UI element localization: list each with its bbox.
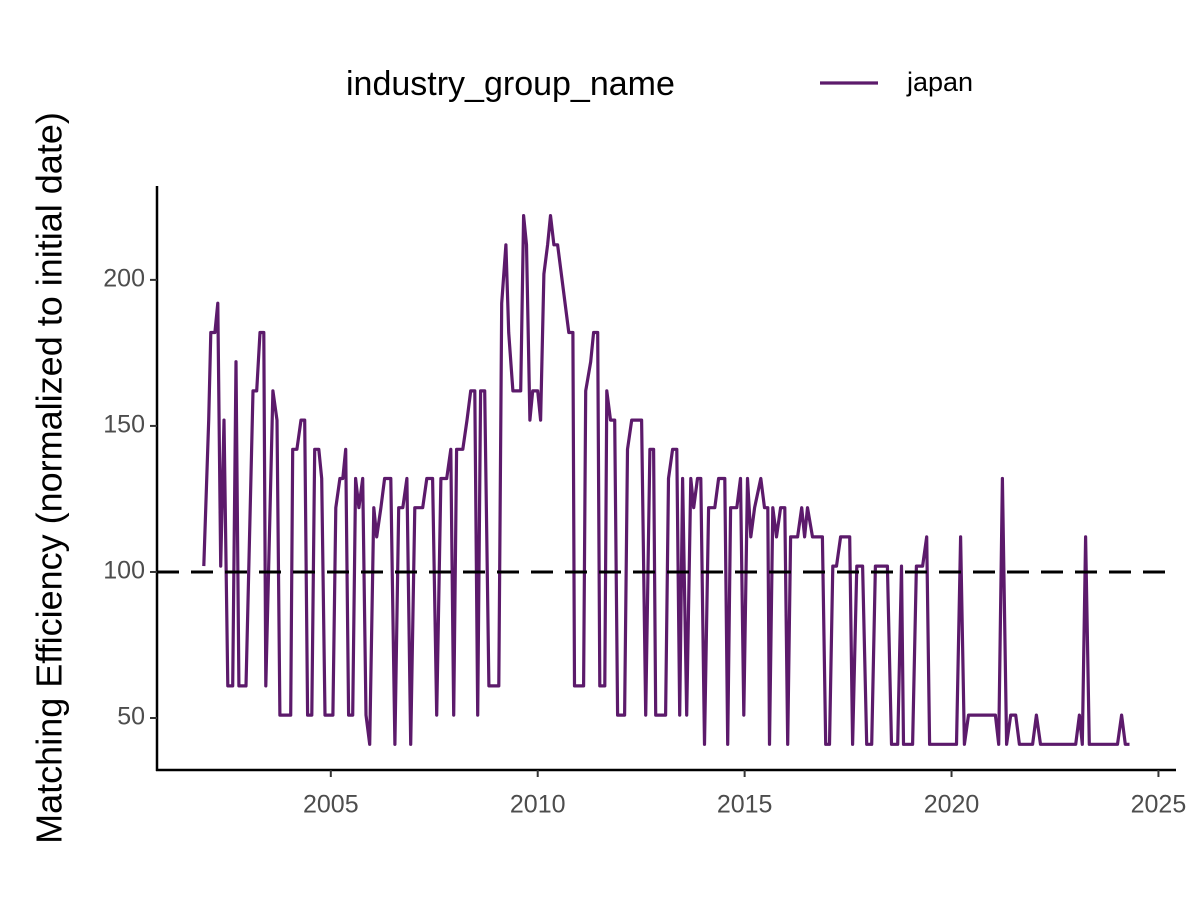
data-line [202,214,1130,746]
y-tick-label: 100 [103,557,145,585]
y-tick-label: 50 [117,703,145,731]
x-tick-label: 2025 [1131,791,1187,819]
y-tick-label: 150 [103,411,145,439]
y-tick-label: 200 [103,264,145,292]
x-tick-label: 2005 [303,791,359,819]
x-tick-label: 2010 [510,791,566,819]
legend-title: industry_group_name [346,65,675,103]
y-axis-label: Matching Efficiency (normalized to initi… [29,112,70,844]
x-tick-label: 2020 [924,791,980,819]
x-tick-label: 2015 [717,791,773,819]
legend-label: japan [906,67,973,97]
